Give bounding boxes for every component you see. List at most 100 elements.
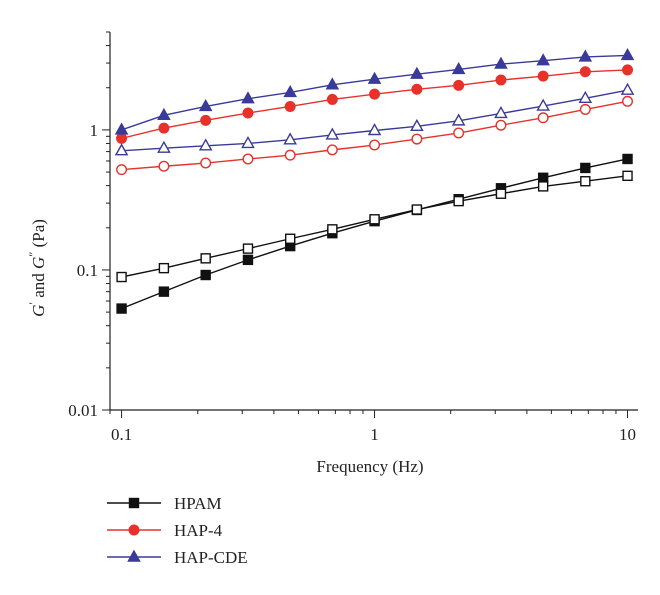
y-axis-title-g1: G xyxy=(29,305,48,317)
data-point-hap4_gp xyxy=(495,74,507,86)
y-axis-title-sup2: ″ xyxy=(26,252,40,257)
data-point-hap4_gp xyxy=(537,70,549,82)
data-point-hpam_gp xyxy=(580,162,591,174)
data-point-hpam_gpp xyxy=(200,253,211,264)
data-point-hpam_gpp xyxy=(495,188,507,199)
data-point-hpam_gpp xyxy=(622,170,633,182)
axis-ticks xyxy=(102,31,629,418)
data-point-hap4_gpp xyxy=(242,153,254,165)
data-point-hap4_gp xyxy=(242,107,254,119)
data-point-hapcde_gpp xyxy=(494,106,508,119)
legend-label: HAP-4 xyxy=(174,521,223,540)
legend-item-hpam_gp: HPAM xyxy=(107,494,222,513)
data-point-hapcde_gpp xyxy=(536,98,550,111)
data-point-hpam_gpp xyxy=(116,271,127,283)
data-point-hpam_gp xyxy=(242,254,254,266)
legend-item-hapcde_gp: HAP-CDE xyxy=(107,548,248,567)
y-tick-label: 1 xyxy=(90,121,99,140)
data-point-hapcde_gpp xyxy=(325,127,340,140)
data-point-hapcde_gpp xyxy=(578,90,593,104)
series-hap4_gp xyxy=(116,64,634,144)
data-point-hpam_gpp xyxy=(453,195,464,207)
data-point-hap4_gpp xyxy=(326,144,338,156)
data-point-hapcde_gp xyxy=(283,85,297,98)
x-tick-label: 0.1 xyxy=(111,425,132,444)
chart-legend: HPAM HAP-4 HAP-CDE xyxy=(107,494,248,567)
data-point-hapcde_gp xyxy=(241,91,255,104)
series-layer xyxy=(114,48,635,314)
series-hapcde_gp xyxy=(114,48,635,135)
data-point-hap4_gp xyxy=(326,93,338,105)
y-tick-label: 0.01 xyxy=(68,401,98,420)
data-point-hapcde_gpp xyxy=(283,132,297,145)
series-hapcde_gpp xyxy=(114,82,635,156)
legend-label: HAP-CDE xyxy=(174,548,248,567)
data-point-hap4_gpp xyxy=(116,164,128,176)
data-point-hapcde_gpp xyxy=(451,113,466,126)
y-axis-title-and: and xyxy=(29,269,48,302)
data-point-hap4_gpp xyxy=(622,95,634,107)
data-point-hapcde_gp xyxy=(410,66,424,79)
data-point-hap4_gpp xyxy=(284,149,296,161)
data-point-hpam_gpp xyxy=(327,224,338,235)
data-point-hapcde_gp xyxy=(620,48,635,61)
data-point-hap4_gpp xyxy=(453,127,465,139)
data-point-hapcde_gp xyxy=(367,71,382,84)
data-point-hapcde_gp xyxy=(451,62,466,75)
data-point-hap4_gp xyxy=(453,79,465,91)
data-point-hap4_gpp xyxy=(537,112,549,124)
data-point-hapcde_gp xyxy=(325,77,340,90)
x-tick-label: 1 xyxy=(370,425,379,444)
legend-marker xyxy=(128,497,140,509)
data-point-hap4_gp xyxy=(284,100,296,112)
data-point-hap4_gpp xyxy=(579,103,591,115)
data-point-hapcde_gpp xyxy=(620,82,635,95)
data-point-hap4_gp xyxy=(158,122,170,134)
data-point-hap4_gp xyxy=(116,132,128,144)
tick-labels: 0.1 1 10 0.01 0.1 1 xyxy=(68,121,636,444)
y-axis-title: G′ and G″ (Pa) xyxy=(26,219,48,317)
data-point-hpam_gp xyxy=(116,303,127,314)
data-point-hapcde_gpp xyxy=(367,123,382,136)
series-line-hpam_gp xyxy=(121,158,628,310)
data-point-hpam_gpp xyxy=(411,204,423,215)
data-point-hpam_gp xyxy=(200,269,211,281)
series-hpam_gpp xyxy=(116,170,633,283)
data-point-hap4_gp xyxy=(200,114,212,126)
y-tick-label: 0.1 xyxy=(77,261,98,280)
data-point-hapcde_gp xyxy=(157,107,171,121)
data-point-hpam_gpp xyxy=(242,243,254,254)
data-point-hpam_gpp xyxy=(158,262,170,274)
data-point-hap4_gp xyxy=(622,64,634,76)
data-point-hapcde_gp xyxy=(536,53,550,66)
legend-item-hap4_gp: HAP-4 xyxy=(107,521,223,540)
data-point-hap4_gp xyxy=(369,88,381,100)
data-point-hapcde_gp xyxy=(494,56,508,69)
data-point-hpam_gpp xyxy=(284,233,296,244)
data-point-hap4_gp xyxy=(411,83,423,95)
y-axis-title-unit: (Pa) xyxy=(29,219,48,252)
data-point-hap4_gp xyxy=(579,66,591,78)
x-axis-title: Frequency (Hz) xyxy=(316,457,423,476)
data-point-hapcde_gpp xyxy=(157,140,171,153)
data-point-hap4_gpp xyxy=(200,157,212,169)
data-point-hapcde_gpp xyxy=(114,143,129,156)
data-point-hapcde_gp xyxy=(198,99,213,112)
data-point-hpam_gp xyxy=(537,172,549,183)
data-point-hapcde_gpp xyxy=(198,138,213,151)
data-point-hapcde_gpp xyxy=(410,118,424,132)
y-axis-title-sup1: ′ xyxy=(26,302,40,305)
series-hpam_gp xyxy=(116,153,633,314)
y-axis-title-g2: G xyxy=(29,257,48,269)
series-hap4_gpp xyxy=(116,95,634,176)
series-line-hap4_gpp xyxy=(121,100,628,171)
legend-marker xyxy=(127,549,141,562)
data-point-hpam_gp xyxy=(158,286,170,297)
series-line-hpam_gpp xyxy=(121,175,628,278)
data-point-hap4_gpp xyxy=(369,139,381,151)
data-point-hapcde_gpp xyxy=(241,136,255,149)
data-point-hpam_gpp xyxy=(537,181,549,192)
legend-label: HPAM xyxy=(174,494,222,513)
data-point-hapcde_gp xyxy=(114,122,129,135)
